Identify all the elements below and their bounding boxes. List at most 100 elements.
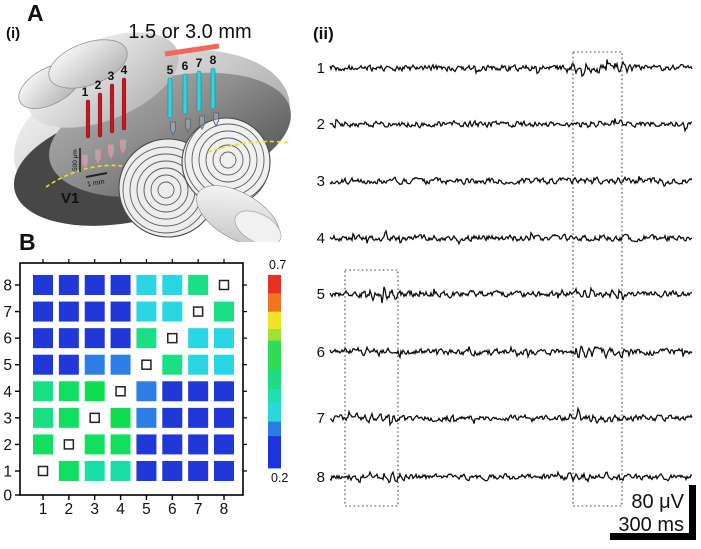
trace-waveform-2 (329, 118, 693, 133)
heatmap-cell-r8c3 (84, 275, 105, 295)
heatmap-cell-r3c4 (110, 407, 131, 428)
heatmap-cell-r1c2 (58, 460, 79, 481)
colorbar-segment (268, 388, 281, 403)
x-tick-label: 2 (65, 501, 74, 518)
brainstem (196, 185, 282, 242)
y-tick-label: 8 (3, 278, 12, 295)
x-tick-label: 4 (116, 501, 125, 518)
x-tick-label: 5 (142, 501, 151, 518)
x-tick-label: 8 (220, 501, 229, 518)
heatmap-diagonal-cell-r8c8 (218, 279, 230, 291)
panel-a-label: A (27, 0, 44, 26)
electrode-8 (210, 67, 216, 110)
y-tick-label-zero: 0 (3, 488, 12, 505)
electrode-8-label: 8 (210, 53, 217, 67)
heatmap-cell-r6c7 (188, 328, 209, 349)
trace-waveform-8 (329, 470, 693, 484)
trace-label-7: 7 (317, 410, 325, 427)
electrode-1 (85, 99, 91, 139)
heatmap-cell-r6c8 (213, 328, 234, 349)
heatmap-cell-r7c3 (84, 301, 105, 322)
trace-waveform-7 (329, 406, 693, 427)
heatmap-cell-r1c8 (213, 460, 234, 481)
heatmap-cell-r2c5 (136, 434, 157, 455)
frontal-lobe (48, 39, 128, 89)
v1-boundary-dashed-left (45, 164, 123, 188)
trace-label-8: 8 (317, 469, 325, 486)
heatmap-cell-r5c4 (110, 354, 131, 375)
x-tick-label: 7 (194, 501, 203, 518)
red-electrode-ghost-tips (82, 139, 126, 170)
heatmap-cell-r3c1 (33, 407, 53, 428)
cyan-electrode-ghost-tips (170, 112, 219, 137)
heatmap-cell-r3c6 (162, 407, 183, 428)
heatmap-diagonal-cell-r4c4 (115, 386, 126, 397)
heatmap-diagonal-cell-r3c3 (89, 412, 100, 424)
width-scale-label: 1 mm (87, 179, 106, 189)
time-scale-label: 300 ms (618, 514, 684, 536)
heatmap-diagonal-cell-r7c7 (192, 306, 204, 317)
colorbar-segment (268, 340, 281, 370)
heatmap-cell-r3c8 (213, 407, 234, 428)
x-tick-label: 1 (39, 501, 48, 518)
x-tick-label: 6 (168, 501, 177, 518)
heatmap-cell-r7c2 (58, 301, 79, 322)
distance-underline (164, 43, 220, 57)
trace-label-2: 2 (317, 116, 325, 133)
y-tick-label: 1 (3, 463, 12, 480)
heatmap-cell-r4c5 (136, 381, 157, 402)
v1-boundary-dashed-right (207, 140, 291, 153)
heatmap-cell-r1c7 (188, 460, 209, 481)
heatmap-cell-r5c8 (213, 354, 234, 375)
heatmap-cell-r6c3 (84, 328, 105, 349)
y-tick-label: 6 (3, 331, 12, 348)
heatmap-cell-r8c7 (188, 275, 209, 295)
trace-label-4: 4 (317, 230, 325, 247)
colorbar-max-label: 0.7 (269, 258, 286, 272)
colorbar-segment (268, 369, 281, 390)
heatmap-cell-r7c1 (33, 301, 53, 322)
heatmap-cell-r7c5 (136, 301, 157, 322)
heatmap-cell-r5c2 (58, 354, 79, 375)
heatmap-cell-r6c5 (136, 328, 157, 349)
colorbar-segment (268, 402, 281, 423)
y-tick-label: 4 (3, 384, 12, 401)
width-scalebar (85, 172, 108, 178)
heatmap-cell-r8c2 (58, 275, 79, 295)
trace-label-1: 1 (317, 60, 325, 77)
cyan-electrode-array: 5 6 7 8 (167, 53, 219, 137)
electrode-5-label: 5 (167, 63, 174, 77)
colorbar-segment (268, 275, 281, 294)
electrode-3 (109, 83, 115, 134)
electrode-1-label: 1 (82, 85, 89, 99)
heatmap-cell-r4c3 (84, 381, 105, 402)
electrode-6 (182, 73, 188, 115)
v1-label: V1 (61, 190, 79, 207)
voltage-scale-label: 80 μV (631, 491, 684, 513)
brain-diagram: V1 1 2 3 4 5 6 7 (13, 21, 291, 242)
y-tick-label: 2 (3, 437, 12, 454)
heatmap-diagonal-cell-r6c6 (167, 332, 178, 344)
heatmap-cell-r3c5 (136, 407, 157, 428)
heatmap-diagonal-cell-r1c1 (37, 465, 49, 477)
lfp-traces: 80 μV 300 ms 1 2 3 4 5 6 7 8 (317, 51, 696, 540)
electrode-6-label: 6 (182, 59, 189, 73)
y-tick-label: 3 (3, 410, 12, 427)
heatmap-cell-r2c1 (33, 434, 53, 455)
heatmap-cell-r2c4 (110, 434, 131, 455)
electrode-7-label: 7 (196, 56, 203, 70)
y-tick-label: 7 (3, 304, 12, 321)
cerebellum (118, 117, 271, 238)
heatmap-cell-r1c3 (84, 460, 105, 481)
heatmap-cell-r5c3 (84, 354, 105, 375)
heatmap-cell-r8c5 (136, 275, 157, 295)
heatmap-diagonal-cell-r2c2 (63, 439, 75, 450)
trace-waveform-5 (329, 286, 693, 304)
highlight-box-1 (344, 269, 399, 507)
heatmap-cell-r2c7 (188, 434, 209, 455)
distance-label: 1.5 or 3.0 mm (128, 21, 251, 43)
heatmap-cell-r1c6 (162, 460, 183, 481)
heatmap-diagonal-cell-r5c5 (141, 359, 152, 370)
trace-waveform-6 (329, 344, 693, 360)
